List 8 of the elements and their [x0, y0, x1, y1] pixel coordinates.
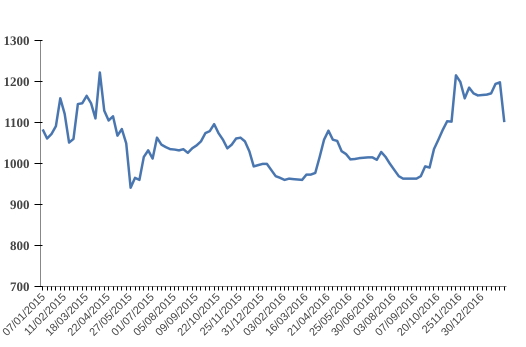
y-tick-label: 1300 — [4, 33, 30, 48]
y-tick-label: 1200 — [4, 74, 30, 89]
y-tick-label: 900 — [10, 197, 30, 212]
y-tick-label: 800 — [10, 238, 30, 253]
line-series — [41, 71, 506, 189]
y-tick-label: 1100 — [4, 115, 30, 130]
y-tick-label: 1000 — [4, 156, 30, 171]
y-tick-label: 700 — [10, 279, 30, 294]
